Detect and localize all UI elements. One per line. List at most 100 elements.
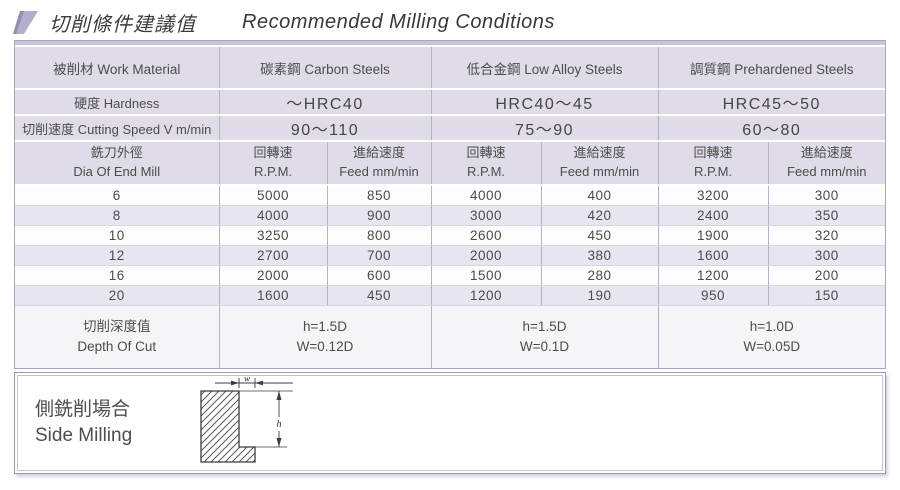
feed-cell: 420	[540, 205, 658, 226]
rpm-header-en: R.P.M.	[693, 164, 733, 179]
dia-cell: 6	[15, 185, 219, 206]
feed-header-en: Feed mm/min	[559, 164, 640, 179]
rpm-cell: 3000	[430, 205, 541, 226]
rpm-header: 回轉速 R.P.M.	[430, 141, 541, 186]
feed-header-zh: 進給速度	[800, 145, 853, 161]
dia-cell: 16	[15, 265, 219, 286]
page-title-en: Recommended Milling Conditions	[242, 10, 555, 33]
milling-conditions-table: 被削材 Work Material 碳素鋼 Carbon Steels 低合金鋼…	[14, 40, 886, 369]
table-row: 16 2000 600 1500 280 1200 200	[15, 265, 885, 286]
work-material-label: 被削材 Work Material	[15, 47, 219, 90]
dia-header-en: Dia Of End Mill	[73, 164, 161, 179]
feed-header: 進給速度 Feed mm/min	[326, 141, 431, 186]
rpm-cell: 5000	[218, 185, 327, 206]
depth-prehardened: h=1.0D W=0.05D	[657, 305, 885, 368]
depth-h-value: h=1.0D	[749, 319, 794, 335]
rpm-cell: 1500	[430, 265, 541, 286]
depth-label-zh: 切削深度值	[83, 319, 151, 335]
dia-of-end-mill-header: 銑刀外徑 Dia Of End Mill	[15, 141, 219, 186]
material-prehardened-steels: 調質鋼 Prehardened Steels	[657, 47, 885, 90]
feed-header-en: Feed mm/min	[787, 164, 867, 179]
feed-cell: 190	[540, 285, 658, 306]
depth-carbon: h=1.5D W=0.12D	[218, 305, 431, 368]
hardness-label: 硬度 Hardness	[15, 89, 219, 116]
depth-of-cut-label: 切削深度值 Depth Of Cut	[15, 305, 219, 368]
feed-cell: 800	[326, 225, 431, 246]
rpm-cell: 2000	[218, 265, 327, 286]
depth-h-value: h=1.5D	[522, 319, 567, 335]
cutting-speed-prehardened: 60～80	[657, 115, 885, 142]
rpm-cell: 1600	[218, 285, 327, 306]
feed-cell: 200	[767, 265, 885, 286]
dia-cell: 8	[15, 205, 219, 226]
rpm-header-en: R.P.M.	[466, 164, 506, 179]
section-marker-icon	[13, 11, 38, 34]
depth-w-value: W=0.05D	[743, 339, 801, 354]
dim-w-label: w	[244, 375, 250, 384]
rpm-cell: 2600	[430, 225, 541, 246]
rpm-header-zh: 回轉速	[466, 145, 506, 161]
depth-low-alloy: h=1.5D W=0.1D	[430, 305, 658, 368]
cutting-speed-label: 切削速度 Cutting Speed V m/min	[15, 115, 219, 142]
depth-label-en: Depth Of Cut	[77, 339, 157, 354]
feed-cell: 300	[767, 185, 885, 206]
rpm-cell: 1200	[657, 265, 768, 286]
rpm-cell: 4000	[430, 185, 541, 206]
rpm-cell: 3250	[218, 225, 327, 246]
feed-cell: 600	[326, 265, 431, 286]
rpm-cell: 4000	[218, 205, 327, 226]
hardness-low-alloy: HRC40～45	[430, 89, 658, 116]
dia-cell: 12	[15, 245, 219, 266]
workpiece-cross-section	[200, 390, 256, 463]
hardness-carbon: ～HRC40	[218, 89, 431, 116]
rpm-cell: 3200	[657, 185, 768, 206]
feed-cell: 320	[767, 225, 885, 246]
rpm-cell: 1900	[657, 225, 768, 246]
table-row: 8 4000 900 3000 420 2400 350	[15, 205, 885, 226]
rpm-cell: 1600	[657, 245, 768, 266]
rpm-header-en: R.P.M.	[253, 164, 293, 179]
rpm-header: 回轉速 R.P.M.	[218, 141, 327, 186]
feed-cell: 700	[326, 245, 431, 266]
side-milling-section: 側銑削場合 Side Milling w	[14, 372, 886, 474]
dia-cell: 10	[15, 225, 219, 246]
cutting-speed-row: 切削速度 Cutting Speed V m/min 90～110 75～90 …	[15, 115, 885, 142]
hardness-row: 硬度 Hardness ～HRC40 HRC40～45 HRC45～50	[15, 89, 885, 116]
feed-cell: 300	[767, 245, 885, 266]
page-title-zh: 切削條件建議值	[49, 13, 196, 36]
rpm-cell: 2000	[430, 245, 541, 266]
material-carbon-steels: 碳素鋼 Carbon Steels	[218, 47, 431, 90]
side-milling-diagram: w h	[200, 375, 293, 463]
side-milling-label-zh: 側銑削場合	[35, 399, 131, 421]
table-row: 6 5000 850 4000 400 3200 300	[15, 185, 885, 206]
feed-header-zh: 進給速度	[352, 145, 405, 161]
depth-w-value: W=0.1D	[519, 339, 570, 354]
feed-cell: 280	[540, 265, 658, 286]
table-row: 10 3250 800 2600 450 1900 320	[15, 225, 885, 246]
feed-cell: 400	[540, 185, 658, 206]
dia-header-zh: 銑刀外徑	[90, 145, 143, 161]
dim-h-label: h	[277, 419, 282, 430]
work-material-row: 被削材 Work Material 碳素鋼 Carbon Steels 低合金鋼…	[15, 47, 885, 90]
feed-cell: 150	[767, 285, 885, 306]
rpm-header-zh: 回轉速	[253, 145, 293, 161]
rpm-cell: 950	[657, 285, 768, 306]
feed-header: 進給速度 Feed mm/min	[540, 141, 658, 186]
column-header-row: 銑刀外徑 Dia Of End Mill 回轉速 R.P.M. 進給速度 Fee…	[15, 141, 885, 186]
cutting-speed-carbon: 90～110	[218, 115, 431, 142]
side-milling-label: 側銑削場合 Side Milling	[35, 397, 165, 448]
hardness-prehardened: HRC45～50	[657, 89, 885, 116]
table-row: 20 1600 450 1200 190 950 150	[15, 285, 885, 306]
feed-header: 進給速度 Feed mm/min	[767, 141, 885, 186]
table-row: 12 2700 700 2000 380 1600 300	[15, 245, 885, 266]
feed-header-zh: 進給速度	[573, 145, 626, 161]
depth-w-value: W=0.12D	[296, 339, 354, 354]
rpm-header: 回轉速 R.P.M.	[657, 141, 768, 186]
dia-cell: 20	[15, 285, 219, 306]
rpm-header-zh: 回轉速	[693, 145, 733, 161]
feed-cell: 900	[326, 205, 431, 226]
feed-cell: 350	[767, 205, 885, 226]
page-header: 切削條件建議值 Recommended Milling Conditions	[0, 0, 900, 38]
table-top-strip	[15, 41, 885, 47]
